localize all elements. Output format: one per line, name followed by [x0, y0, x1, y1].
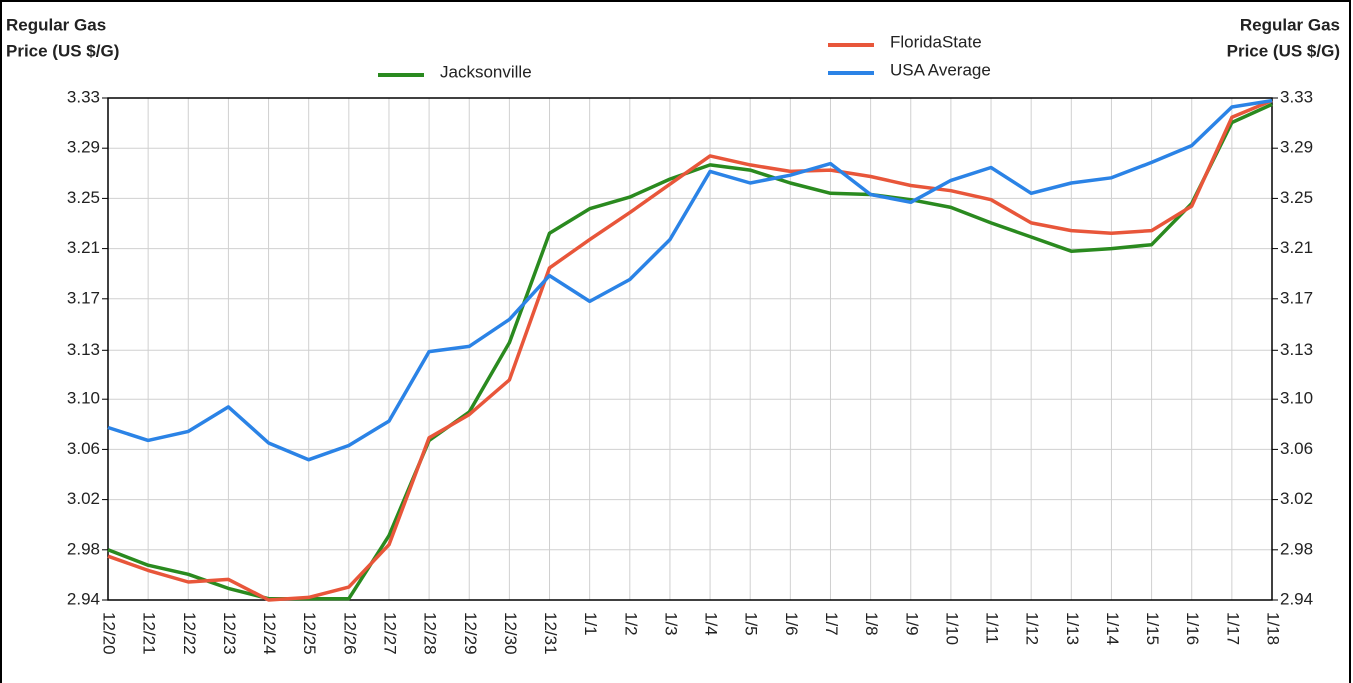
y-tick-label: 3.25: [67, 188, 100, 207]
x-tick-label: 1/8: [862, 612, 881, 636]
x-tick-label: 12/23: [220, 612, 239, 655]
y-axis-label: Price (US $/G): [6, 41, 119, 60]
x-tick-label: 12/26: [340, 612, 359, 655]
y2-tick-label: 3.02: [1280, 489, 1313, 508]
x-tick-label: 12/24: [260, 612, 279, 655]
x-tick-label: 1/7: [822, 612, 841, 636]
series-line: [107, 98, 1273, 602]
y2-axis-label: Regular Gas: [1240, 15, 1340, 34]
y2-axis-label: Price (US $/G): [1227, 41, 1340, 60]
x-tick-label: 1/15: [1143, 612, 1162, 645]
x-tick-label: 12/31: [541, 612, 560, 655]
y2-tick-label: 3.13: [1280, 340, 1313, 359]
y-tick-label: 2.94: [67, 589, 100, 608]
y2-tick-label: 3.10: [1280, 389, 1313, 408]
y2-tick-label: 3.29: [1280, 138, 1313, 157]
series-line: [107, 98, 1273, 462]
x-tick-label: 12/20: [100, 612, 119, 655]
x-tick-label: 12/28: [421, 612, 440, 655]
y-tick-label: 3.21: [67, 238, 100, 257]
y-tick-label: 3.17: [67, 288, 100, 307]
x-tick-label: 1/17: [1223, 612, 1242, 645]
x-tick-label: 1/4: [702, 612, 721, 636]
x-tick-label: 1/12: [1023, 612, 1042, 645]
x-tick-label: 12/29: [461, 612, 480, 655]
y-tick-label: 3.33: [67, 87, 100, 106]
x-tick-label: 12/27: [380, 612, 399, 655]
y-tick-label: 3.02: [67, 489, 100, 508]
y-axis-label: Regular Gas: [6, 15, 106, 34]
x-tick-label: 12/22: [180, 612, 199, 655]
legend-label: FloridaState: [890, 32, 982, 51]
y2-tick-label: 3.17: [1280, 288, 1313, 307]
x-tick-label: 1/1: [581, 612, 600, 636]
y2-tick-label: 2.98: [1280, 539, 1313, 558]
x-tick-label: 12/21: [140, 612, 159, 655]
legend-label: USA Average: [890, 60, 991, 79]
y-tick-label: 2.98: [67, 539, 100, 558]
y2-tick-label: 3.06: [1280, 439, 1313, 458]
y2-tick-label: 2.94: [1280, 589, 1313, 608]
x-tick-label: 12/25: [300, 612, 319, 655]
y2-tick-label: 3.33: [1280, 87, 1313, 106]
x-tick-label: 1/11: [983, 612, 1002, 644]
legend-label: Jacksonville: [440, 62, 532, 81]
x-tick-label: 1/5: [742, 612, 761, 636]
x-tick-label: 1/3: [661, 612, 680, 636]
y-tick-label: 3.10: [67, 389, 100, 408]
y2-tick-label: 3.21: [1280, 238, 1313, 257]
x-tick-label: 1/10: [942, 612, 961, 645]
x-tick-label: 1/13: [1063, 612, 1082, 645]
x-tick-label: 1/9: [902, 612, 921, 636]
y-tick-label: 3.06: [67, 439, 100, 458]
x-tick-label: 1/2: [621, 612, 640, 636]
plot-border: [107, 97, 1273, 601]
x-tick-label: 1/16: [1183, 612, 1202, 645]
x-tick-label: 1/18: [1264, 612, 1283, 645]
y-tick-label: 3.29: [67, 138, 100, 157]
x-tick-label: 1/6: [782, 612, 801, 636]
x-tick-label: 12/30: [501, 612, 520, 655]
y-tick-label: 3.13: [67, 340, 100, 359]
y2-tick-label: 3.25: [1280, 188, 1313, 207]
x-tick-label: 1/14: [1103, 612, 1122, 645]
